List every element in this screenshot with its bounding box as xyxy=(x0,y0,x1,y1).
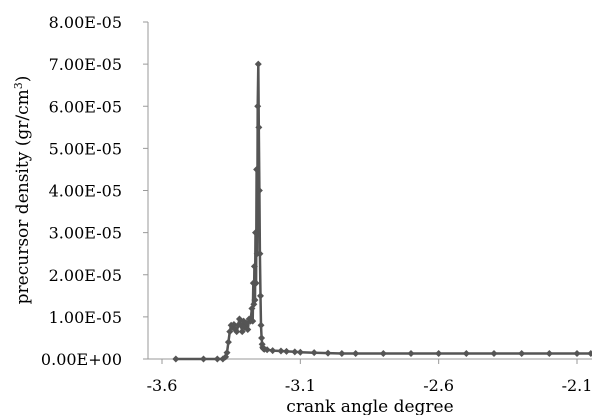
series-marker xyxy=(545,350,553,358)
series-marker xyxy=(518,350,526,358)
series-marker xyxy=(250,262,258,270)
y-tick-label: 2.00E-05 xyxy=(49,266,122,285)
series-marker xyxy=(254,60,262,68)
series-marker xyxy=(324,349,332,357)
series-marker xyxy=(224,338,232,346)
x-axis-title: crank angle degree xyxy=(286,397,453,415)
series-line xyxy=(175,62,591,361)
series-marker xyxy=(172,355,180,363)
y-tick-label: 0.00E+00 xyxy=(41,350,122,369)
y-axis-title-superscript: 3 xyxy=(12,82,25,89)
series-marker xyxy=(252,229,260,237)
x-tick-label: -3.1 xyxy=(285,376,316,395)
series-marker xyxy=(291,348,299,356)
series-marker xyxy=(296,348,304,356)
series-marker xyxy=(490,350,498,358)
series-marker xyxy=(258,334,266,342)
y-tick-label: 5.00E-05 xyxy=(49,139,122,158)
series-marker xyxy=(255,123,263,131)
series-group xyxy=(172,60,592,363)
y-tick-label: 8.00E-05 xyxy=(49,13,122,32)
series-marker xyxy=(310,349,318,357)
y-tick-label: 7.00E-05 xyxy=(49,55,122,74)
series-marker xyxy=(269,347,277,355)
series-marker xyxy=(251,296,259,304)
series-marker xyxy=(379,350,387,358)
series-marker xyxy=(263,346,271,354)
x-axis-ticks: -3.6 -3.1 -2.6 -2.1 xyxy=(147,359,592,395)
series-marker xyxy=(573,350,581,358)
series-marker xyxy=(255,187,263,194)
series-marker xyxy=(200,355,207,363)
y-axis-title-close: ) xyxy=(13,76,33,83)
series-marker xyxy=(256,250,264,258)
series-marker xyxy=(407,350,415,358)
y-tick-label: 6.00E-05 xyxy=(49,97,122,116)
series-marker xyxy=(233,328,241,336)
series-marker xyxy=(435,350,443,358)
series-marker xyxy=(252,279,260,287)
y-axis-ticks: 0.00E+00 1.00E-05 2.00E-05 3.00E-05 4.00E-05… xyxy=(41,13,148,369)
x-tick-label: -3.6 xyxy=(147,376,178,395)
series-marker xyxy=(338,350,346,358)
y-axis-title-main: precursor density (gr/cm xyxy=(13,89,33,304)
series-marker xyxy=(223,349,231,357)
series-marker xyxy=(254,102,262,110)
series-marker xyxy=(462,350,470,358)
series-marker xyxy=(253,165,261,173)
y-axis-title: precursor density (gr/cm3) xyxy=(12,76,33,305)
series-marker xyxy=(352,350,360,358)
y-tick-label: 3.00E-05 xyxy=(49,224,122,243)
series-marker xyxy=(249,317,257,325)
series-marker xyxy=(587,350,592,358)
y-tick-label: 4.00E-05 xyxy=(49,182,122,201)
y-tick-label: 1.00E-05 xyxy=(49,308,122,327)
series-marker xyxy=(277,347,285,355)
series-marker xyxy=(257,321,265,329)
series-marker xyxy=(213,355,221,363)
x-tick-label: -2.1 xyxy=(562,376,592,395)
series-marker xyxy=(283,347,290,355)
x-tick-label: -2.6 xyxy=(423,376,454,395)
series-marker xyxy=(244,326,252,334)
series-marker xyxy=(256,292,264,300)
